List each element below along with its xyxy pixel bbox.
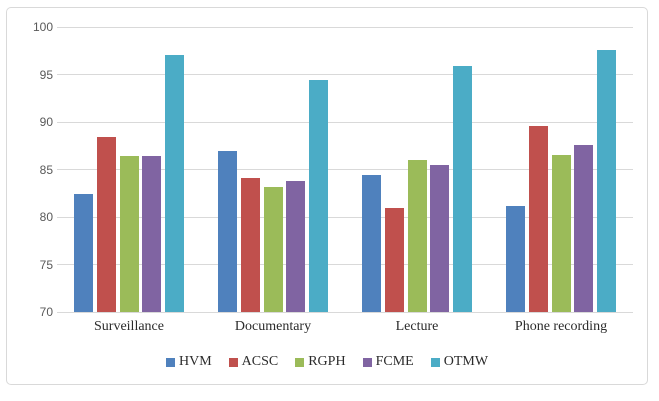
bar-acsc-surveillance [96, 137, 116, 312]
bar-otmw-phone-recording [597, 49, 616, 312]
legend-swatch-icon [362, 357, 372, 367]
legend: HVM ACSC RGPH FCME OTMW [7, 355, 647, 369]
legend-swatch-icon [295, 357, 305, 367]
legend-item-fcme: FCME [362, 354, 414, 369]
bar-fcme-lecture [430, 164, 450, 312]
bar-rgph-documentary [263, 186, 283, 312]
bar-fcme-phone-recording [574, 144, 594, 312]
gridline-y-100 [57, 26, 633, 28]
bar-otmw-surveillance [165, 54, 184, 312]
legend-label: HVM [178, 354, 212, 369]
bar-hvm-surveillance [74, 194, 93, 312]
legend-item-acsc: ACSC [228, 354, 279, 369]
gridline-y-90 [57, 121, 633, 123]
legend-item-otmw: OTMW [430, 354, 489, 369]
chart-frame: 70 75 80 85 90 95 100 Surveillance Documentary L… [6, 7, 648, 385]
y-tick-label: 90 [39, 115, 53, 129]
legend-label: FCME [375, 354, 414, 369]
y-tick-label: 80 [39, 210, 53, 224]
bar-acsc-phone-recording [528, 125, 548, 312]
bar-hvm-documentary [218, 151, 237, 312]
y-tick-label: 70 [39, 305, 53, 319]
bar-otmw-lecture [453, 65, 472, 312]
bar-fcme-documentary [286, 180, 306, 312]
y-tick-label: 100 [32, 20, 53, 34]
legend-swatch-icon [228, 357, 238, 367]
y-tick-label: 95 [39, 67, 53, 82]
legend-item-hvm: HVM [165, 354, 212, 369]
bar-acsc-documentary [240, 178, 260, 312]
legend-item-rgph: RGPH [295, 354, 346, 369]
gridline-y-95 [57, 74, 633, 75]
bar-fcme-surveillance [142, 156, 162, 312]
legend-label: RGPH [308, 354, 346, 369]
plot-area [57, 26, 633, 313]
category-label-phone-recording: Phone recording [514, 319, 608, 334]
bar-hvm-phone-recording [506, 205, 525, 312]
bar-rgph-surveillance [119, 156, 139, 312]
bar-rgph-lecture [407, 160, 427, 312]
legend-label: ACSC [241, 354, 279, 369]
legend-swatch-icon [165, 357, 175, 367]
category-label-lecture: Lecture [395, 319, 439, 334]
category-label-documentary: Documentary [234, 319, 312, 334]
bar-otmw-documentary [309, 80, 328, 312]
legend-swatch-icon [430, 357, 440, 367]
gridline-y-80 [57, 216, 633, 218]
bar-acsc-lecture [384, 207, 404, 312]
gridline-y-75 [57, 264, 633, 265]
gridline-y-85 [57, 169, 633, 170]
y-tick-label: 75 [39, 257, 53, 272]
gridline-y-70 [57, 311, 633, 313]
legend-label: OTMW [443, 354, 489, 369]
x-axis: Surveillance Documentary Lecture Phone reco… [57, 318, 633, 338]
y-tick-label: 85 [39, 162, 53, 177]
bar-hvm-lecture [362, 175, 381, 312]
bar-rgph-phone-recording [551, 155, 571, 312]
category-label-surveillance: Surveillance [94, 319, 164, 334]
